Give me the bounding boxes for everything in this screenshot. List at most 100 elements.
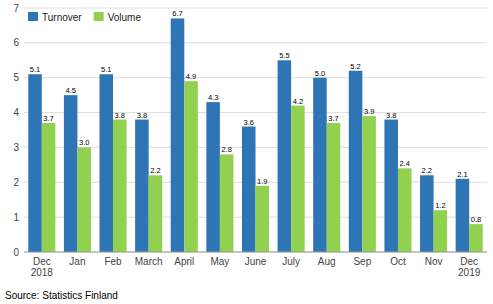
data-label: 3.7 [328, 114, 338, 123]
bar [220, 154, 234, 252]
x-tick-label: Feb [104, 256, 122, 267]
data-label: 1.9 [257, 177, 267, 186]
data-label: 5.0 [315, 69, 325, 78]
y-tick-label: 0 [13, 247, 19, 258]
data-label: 5.5 [279, 51, 289, 60]
x-tick-label-line: Nov [425, 256, 443, 267]
x-tick-label: Oct [390, 256, 406, 267]
x-axis-line [24, 252, 487, 253]
y-tick-label: 1 [13, 212, 19, 223]
data-label: 1.2 [435, 201, 445, 210]
bar [362, 116, 376, 252]
grid-line [24, 42, 487, 43]
y-tick-label: 4 [13, 107, 19, 118]
x-tick-label-line: Aug [318, 256, 336, 267]
legend-label: Turnover [42, 12, 82, 23]
x-tick-label: Aug [318, 256, 336, 267]
bar [242, 127, 256, 252]
bar [398, 168, 412, 252]
grid-line [24, 252, 487, 253]
x-tick-label: Nov [425, 256, 443, 267]
bar [149, 175, 163, 252]
data-label: 6.7 [172, 9, 182, 18]
bar [42, 123, 56, 252]
chart: 0 1 2 3 4 5 6 7 5.1 4.5 5.1 3.8 6.7 4.3 3.6 5.5 5.0 5.2 3.… [0, 0, 493, 304]
grid [24, 8, 487, 252]
x-tick-label-line: April [174, 256, 194, 267]
data-label: 2.4 [400, 159, 410, 168]
data-label: 2.8 [221, 145, 231, 154]
bar [184, 81, 198, 252]
bar [64, 95, 78, 252]
data-label: 4.2 [293, 97, 303, 106]
bar [469, 224, 483, 252]
y-tick-label: 5 [13, 72, 19, 83]
annotation: Source: Statistics Finland [5, 290, 118, 301]
bar [313, 78, 327, 252]
data-label: 4.9 [186, 72, 196, 81]
x-tick-label: June [245, 256, 267, 267]
bar [28, 74, 42, 252]
bars [28, 18, 482, 252]
data-label: 0.8 [471, 215, 481, 224]
x-tick-label-line: Sep [353, 256, 371, 267]
data-label: 3.6 [244, 118, 254, 127]
data-labels: 5.1 4.5 5.1 3.8 6.7 4.3 3.6 5.5 5.0 5.2 3.8 2.2 2.1 3… [30, 9, 481, 224]
legend-label: Volume [108, 12, 142, 23]
bar [113, 120, 127, 252]
bar [420, 175, 434, 252]
bar [100, 74, 114, 252]
x-tick-label: Dec2019 [458, 256, 481, 278]
legend-swatch [94, 12, 104, 21]
bar [171, 18, 185, 252]
x-tick-label-line: 2019 [458, 267, 481, 278]
data-label: 5.1 [30, 65, 40, 74]
bar [434, 210, 448, 252]
grid-line [24, 8, 487, 9]
y-tick-label: 2 [13, 177, 19, 188]
data-label: 3.0 [79, 138, 89, 147]
bar [135, 120, 149, 252]
data-label: 4.3 [208, 93, 218, 102]
data-label: 4.5 [65, 86, 75, 95]
x-tick-label: July [282, 256, 300, 267]
legend: Turnover Volume [28, 12, 141, 23]
x-tick-label-line: Feb [104, 256, 122, 267]
x-tick-label: April [174, 256, 194, 267]
bar [384, 120, 398, 252]
grid-line [24, 77, 487, 78]
data-label: 5.1 [101, 65, 111, 74]
x-tick-label: Sep [353, 256, 371, 267]
x-tick-label-line: June [245, 256, 267, 267]
x-tick-label-line: May [210, 256, 229, 267]
bar [256, 186, 270, 252]
data-label: 3.7 [43, 114, 53, 123]
bar [278, 60, 292, 252]
y-tick-label: 6 [13, 37, 19, 48]
bar [349, 71, 363, 252]
grid-line [24, 112, 487, 113]
y-tick-label: 7 [13, 3, 19, 14]
data-label: 5.2 [350, 62, 360, 71]
data-label: 3.8 [137, 111, 147, 120]
bar [456, 179, 470, 252]
x-tick-label-line: July [282, 256, 300, 267]
chart-container: 0 1 2 3 4 5 6 7 5.1 4.5 5.1 3.8 6.7 4.3 3.6 5.5 5.0 5.2 3.… [0, 0, 493, 304]
bar [206, 102, 220, 252]
x-tick-label-line: 2018 [31, 267, 54, 278]
x-axis: Dec 2018 Jan Feb March April May June July Aug Sep… [31, 256, 481, 278]
x-tick-label: March [135, 256, 163, 267]
x-tick-label-line: Jan [69, 256, 85, 267]
y-tick-label: 3 [13, 142, 19, 153]
x-tick-label: Jan [69, 256, 85, 267]
x-tick-label-line: March [135, 256, 163, 267]
y-axis: 0 1 2 3 4 5 6 7 [13, 3, 19, 258]
x-tick-label-line: Oct [390, 256, 406, 267]
data-label: 3.9 [364, 107, 374, 116]
data-label: 2.1 [457, 170, 467, 179]
x-tick-label-line: Dec [460, 256, 478, 267]
data-label: 3.8 [115, 111, 125, 120]
bar [327, 123, 341, 252]
bar [291, 106, 305, 252]
data-label: 2.2 [422, 166, 432, 175]
